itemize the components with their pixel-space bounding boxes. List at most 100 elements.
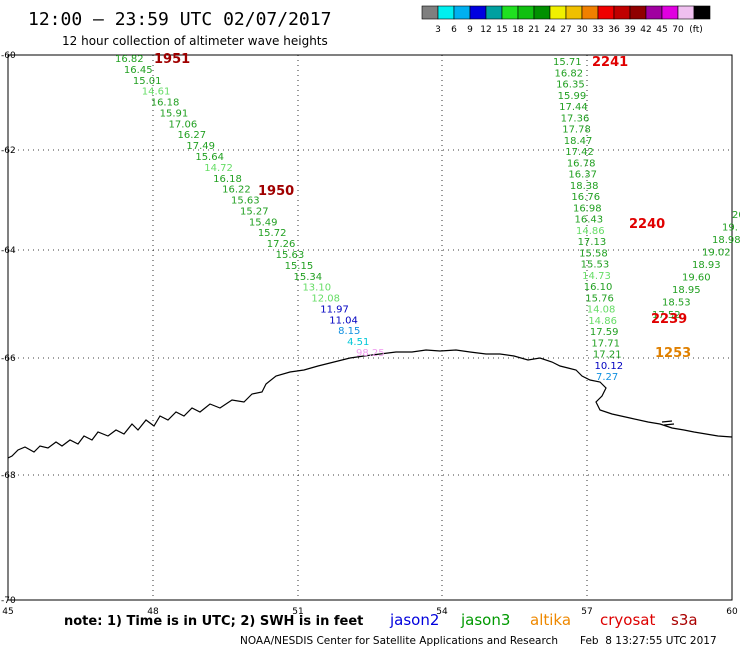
wave-height-label: 17.42	[565, 147, 594, 158]
color-scale-tick-label: 33	[592, 25, 603, 35]
axis-labels: 45 48 51 54 57 60 -60 -62 -64 -66 -68 -70	[1, 51, 738, 617]
footer-note: note: 1) Time is in UTC; 2) SWH is in fe…	[64, 614, 363, 629]
color-scale-tick-label: 9	[467, 25, 473, 35]
color-scale-tick-label: 27	[560, 25, 571, 35]
footer-timestamp: Feb 8 13:27:55 UTC 2017	[580, 635, 717, 647]
color-scale-swatch	[613, 5, 631, 20]
map-title: 12:00 – 23:59 UTC 02/07/2017	[28, 9, 331, 30]
plot-frame	[7, 54, 733, 601]
color-scale-tick-label: 6	[451, 25, 457, 35]
color-scale-swatch	[629, 5, 647, 20]
color-scale-swatch	[533, 5, 551, 20]
pass-time-label: 1253	[655, 346, 691, 361]
wave-height-label: 16.35	[556, 80, 585, 91]
pass-time-label: 1951	[154, 52, 190, 67]
color-scale-tick-label: 12	[480, 25, 491, 35]
longitude-tick-label: 60	[726, 607, 738, 617]
color-scale-swatch	[581, 5, 599, 20]
wave-height-label: 8.15	[338, 326, 360, 337]
longitude-tick-label: 57	[581, 607, 592, 617]
wave-height-label: 16.10	[584, 282, 613, 293]
latitude-tick-label: -62	[1, 146, 16, 156]
satellite-legend-item: jason3	[460, 611, 510, 629]
color-scale-swatch	[661, 5, 679, 20]
wave-height-label: 16.27	[177, 130, 206, 141]
wave-height-label: 15.53	[581, 260, 610, 271]
wave-height-label: 17.13	[578, 237, 607, 248]
wave-height-label: 15.91	[160, 108, 189, 119]
wave-height-label: 15.64	[195, 152, 224, 163]
color-scale-swatch	[597, 5, 615, 20]
color-scale-unit: (ft)	[689, 25, 703, 35]
wave-height-label: 17.06	[169, 119, 198, 130]
color-scale-tick-label: 21	[528, 25, 539, 35]
latitude-tick-label: -70	[1, 596, 16, 606]
color-scale-swatch	[693, 5, 711, 20]
wave-height-label: 15.27	[240, 206, 269, 217]
wave-height-label: 18.47	[564, 136, 593, 147]
wave-height-label: 20	[732, 210, 740, 221]
wave-height-label: 15.63	[276, 250, 305, 261]
wave-height-label: 14.72	[204, 163, 233, 174]
wave-height-label: 18.93	[692, 260, 721, 271]
longitude-tick-label: 51	[292, 607, 303, 617]
wave-height-label: 15.34	[294, 272, 323, 283]
map-subtitle: 12 hour collection of altimeter wave hei…	[62, 34, 328, 48]
wave-height-label: 16.76	[571, 192, 600, 203]
wave-height-label: 10.12	[594, 361, 623, 372]
wave-height-label: 17.26	[267, 239, 296, 250]
wave-height-label: 16.18	[213, 174, 242, 185]
wave-height-label: 15.15	[285, 261, 314, 272]
satellite-legend-item: altika	[530, 611, 571, 629]
color-scale-swatch	[517, 5, 535, 20]
pass-time-label: 1950	[258, 184, 294, 199]
latitude-tick-label: -66	[1, 354, 16, 364]
color-scale-tick-label: 18	[512, 25, 524, 35]
wave-height-label: 14.73	[582, 271, 611, 282]
pass-time-label: 2241	[592, 55, 628, 70]
color-scale-swatch	[549, 5, 567, 20]
wave-height-label: 11.97	[320, 304, 349, 315]
coastline-small-island	[661, 420, 675, 426]
gridlines	[8, 55, 732, 600]
color-scale-swatch	[485, 5, 503, 20]
footer-credit: NOAA/NESDIS Center for Satellite Applica…	[240, 635, 558, 647]
track-east: 15.7116.8216.3515.9917.4417.3617.7818.47…	[553, 57, 623, 383]
wave-height-label: 14.86	[576, 226, 605, 237]
wave-height-label: 17.49	[186, 141, 215, 152]
color-scale-tick-label: 39	[624, 25, 636, 35]
longitude-tick-label: 48	[147, 607, 159, 617]
satellite-legend: jason2 jason3 altika cryosat s3a	[389, 611, 698, 629]
color-scale-swatch	[501, 5, 519, 20]
longitude-tick-label: 45	[2, 607, 13, 617]
wave-height-label: 17.78	[562, 125, 591, 136]
wave-height-label: 15.49	[249, 217, 278, 228]
wave-height-label: 14.08	[587, 305, 616, 316]
wave-height-label: 16.43	[575, 215, 604, 226]
color-scale-swatch	[437, 5, 455, 20]
color-scale-tick-label: 45	[656, 25, 667, 35]
color-scale-tick-label: 42	[640, 25, 651, 35]
wave-height-label: 15.71	[553, 57, 582, 68]
wave-height-label: 17.36	[561, 113, 590, 124]
wave-height-label: 16.18	[151, 98, 180, 109]
wave-height-label: 18.98	[712, 235, 740, 246]
satellite-legend-item: cryosat	[600, 611, 655, 629]
wave-height-label: 17.59	[590, 327, 619, 338]
wave-height-label: 17.21	[593, 350, 622, 361]
wave-height-label: 15.72	[258, 228, 287, 239]
coastline	[7, 349, 733, 459]
wave-height-label: 16.78	[567, 158, 596, 169]
wave-height-label: 15.99	[558, 91, 587, 102]
wave-height-label: 19.02	[702, 248, 731, 259]
wave-height-label: 16.22	[222, 185, 251, 196]
latitude-tick-label: -60	[1, 51, 16, 61]
latitude-tick-label: -68	[1, 471, 16, 481]
wave-height-label: 98.25	[356, 348, 385, 359]
wave-height-label: 15.01	[133, 76, 162, 87]
wave-height-label: 14.86	[588, 316, 617, 327]
wave-height-label: 16.82	[115, 54, 144, 65]
color-scale-swatch	[565, 5, 583, 20]
time-labels: 1951 1950 2241 2240 2239 1253	[154, 52, 691, 361]
